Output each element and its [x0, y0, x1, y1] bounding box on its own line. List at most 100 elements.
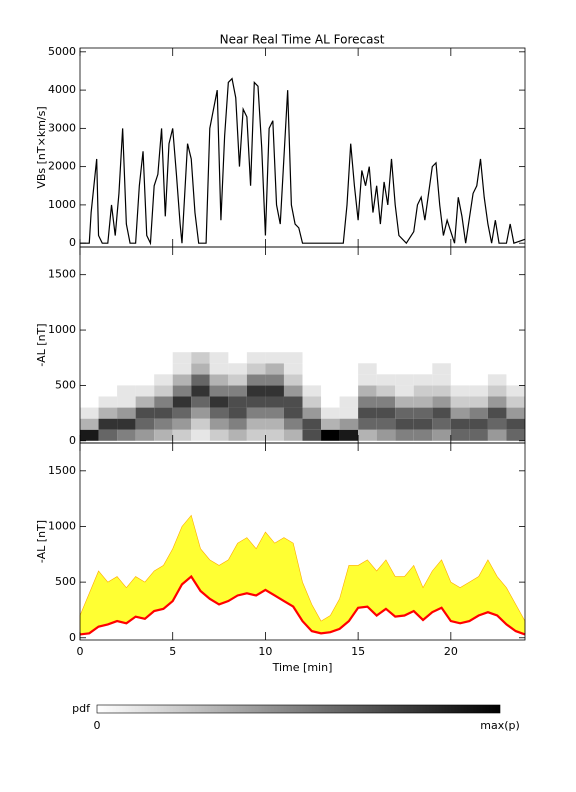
data-line: [80, 77, 526, 246]
y-tick-label: 500: [55, 575, 76, 588]
heat-cell: [246, 374, 266, 386]
heat-cell: [487, 429, 507, 441]
heat-cell: [413, 418, 433, 430]
y-tick-label: 1500: [48, 464, 76, 477]
heat-cell: [80, 407, 99, 419]
heat-cell: [172, 374, 192, 386]
heat-cell: [413, 396, 433, 408]
heat-cell: [487, 385, 507, 397]
heat-cell: [154, 374, 173, 386]
heat-cell: [283, 429, 303, 441]
heat-cell: [117, 407, 136, 419]
heat-cell: [450, 385, 470, 397]
heat-cell: [209, 385, 229, 397]
heat-cell: [487, 396, 507, 408]
heat-cell: [283, 385, 303, 397]
heat-cell: [154, 418, 173, 430]
heat-cell: [432, 429, 451, 441]
heat-cell: [506, 429, 525, 441]
heat-cell: [358, 429, 377, 441]
heat-cell: [283, 374, 303, 386]
colorbar-min: 0: [94, 719, 101, 732]
heat-cell: [302, 418, 322, 430]
heat-cell: [450, 407, 470, 419]
heat-cell: [506, 418, 525, 430]
heat-cell: [450, 396, 470, 408]
heat-cell: [209, 418, 229, 430]
chart-title: Near Real Time AL Forecast: [220, 33, 385, 47]
heat-cell: [432, 374, 451, 386]
median-line: [79, 574, 526, 636]
heat-cell: [209, 429, 229, 441]
heat-cell: [487, 418, 507, 430]
heat-cell: [135, 429, 155, 441]
heat-cell: [283, 418, 303, 430]
heat-cell: [432, 418, 451, 430]
heat-cell: [339, 418, 359, 430]
heat-cell: [283, 352, 303, 364]
y-tick-label: 1000: [48, 198, 76, 211]
heat-cell: [450, 418, 470, 430]
heat-cell: [98, 418, 118, 430]
heat-cell: [450, 429, 470, 441]
y-tick-label: 1500: [48, 268, 76, 281]
x-tick-label: 5: [169, 645, 176, 658]
heat-cell: [98, 407, 118, 419]
heat-cell: [265, 418, 284, 430]
heat-cell: [209, 363, 229, 375]
plot-frame: [79, 47, 526, 248]
heat-cell: [117, 385, 136, 397]
heat-cell: [246, 363, 266, 375]
y-axis-label: -AL [nT]: [35, 520, 48, 563]
heat-cell: [117, 396, 136, 408]
heat-cell: [413, 385, 433, 397]
heat-cell: [506, 396, 525, 408]
heat-cell: [135, 418, 155, 430]
heat-cell: [506, 385, 525, 397]
heat-cell: [469, 385, 488, 397]
heat-cell: [376, 396, 396, 408]
heat-cell: [265, 374, 284, 386]
heat-cell: [209, 374, 229, 386]
heat-cell: [321, 418, 340, 430]
heat-cell: [228, 407, 247, 419]
y-tick-label: 500: [55, 378, 76, 391]
heat-cell: [209, 407, 229, 419]
heat-cell: [172, 385, 192, 397]
heat-cell: [395, 374, 414, 386]
plot-frame: [79, 442, 526, 641]
heat-cell: [117, 429, 136, 441]
heat-cell: [358, 374, 377, 386]
heat-cell: [395, 418, 414, 430]
heat-cell: [413, 429, 433, 441]
colorbar: [96, 704, 501, 714]
heat-cell: [154, 396, 173, 408]
heat-cell: [191, 352, 210, 364]
y-tick-label: 3000: [48, 121, 76, 134]
heat-cell: [432, 385, 451, 397]
heat-cell: [191, 418, 210, 430]
heat-cell: [358, 418, 377, 430]
heat-cell: [283, 363, 303, 375]
heat-cell: [191, 385, 210, 397]
heat-cell: [339, 429, 359, 441]
heat-cell: [376, 407, 396, 419]
heat-cell: [339, 407, 359, 419]
heat-cell: [191, 396, 210, 408]
heat-cell: [376, 374, 396, 386]
heat-cell: [302, 396, 322, 408]
heat-cell: [265, 396, 284, 408]
heat-cell: [358, 363, 377, 375]
heat-cell: [395, 429, 414, 441]
heat-cell: [191, 429, 210, 441]
heat-cell: [265, 363, 284, 375]
heat-cell: [228, 374, 247, 386]
heat-cell: [302, 429, 322, 441]
heat-cell: [191, 363, 210, 375]
heat-cell: [172, 396, 192, 408]
heat-cell: [413, 374, 433, 386]
colorbar-max: max(p): [480, 719, 520, 732]
heat-cell: [339, 396, 359, 408]
y-tick-label: 4000: [48, 83, 76, 96]
